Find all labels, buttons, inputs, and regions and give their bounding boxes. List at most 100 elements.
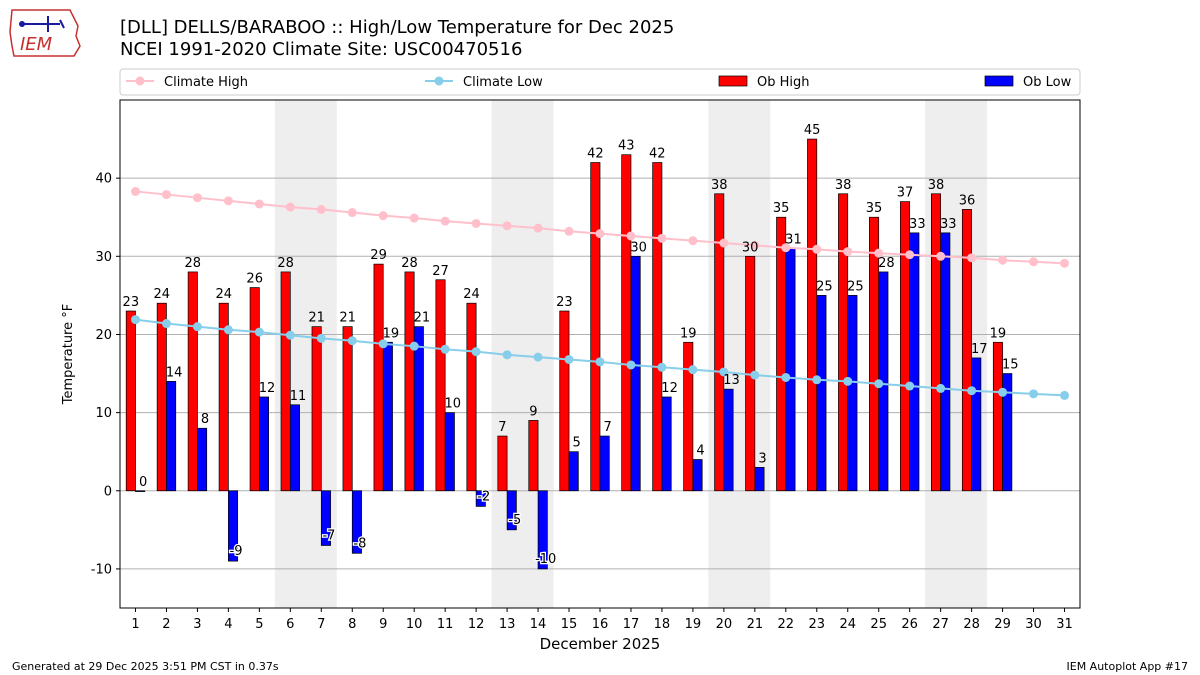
climate-high-point bbox=[161, 190, 171, 200]
ob-low-label: 21 bbox=[414, 311, 431, 326]
ob-high-label: 43 bbox=[618, 139, 635, 154]
ob-high-label: 30 bbox=[742, 240, 759, 255]
ob-low-bar bbox=[599, 435, 610, 492]
ob-high-bar bbox=[280, 271, 291, 492]
ob-high-bar bbox=[125, 310, 136, 492]
climate-low-point bbox=[781, 372, 791, 382]
climate-high-point bbox=[285, 202, 295, 212]
ob-low-label: 14 bbox=[166, 365, 183, 380]
legend-label: Ob Low bbox=[1023, 75, 1072, 90]
ob-low-bar bbox=[537, 490, 548, 570]
ob-high-bar bbox=[435, 279, 446, 492]
climate-low-point bbox=[1060, 390, 1070, 400]
ob-low-bar bbox=[351, 490, 362, 554]
climate-low-point bbox=[812, 375, 822, 385]
climate-low-point bbox=[626, 360, 636, 370]
ob-high-label: 27 bbox=[432, 264, 449, 279]
climate-low-point bbox=[719, 367, 729, 377]
ob-high-bar bbox=[404, 271, 415, 492]
climate-low-point bbox=[905, 381, 915, 391]
climate-high-point bbox=[471, 218, 481, 228]
ob-high-label: 45 bbox=[804, 123, 821, 138]
climate-high-point bbox=[626, 231, 636, 241]
ob-high-bar bbox=[621, 154, 632, 492]
ob-low-bar bbox=[723, 388, 734, 492]
x-tick-label: 16 bbox=[592, 617, 609, 632]
generated-note: Generated at 29 Dec 2025 3:51 PM CST in … bbox=[12, 660, 279, 673]
ob-high-bar bbox=[218, 302, 229, 492]
climate-low-point bbox=[223, 325, 233, 335]
ob-high-bar bbox=[373, 263, 384, 492]
x-tick-label: 4 bbox=[224, 617, 232, 632]
x-tick-label: 28 bbox=[963, 617, 980, 632]
ob-high-label: 35 bbox=[866, 201, 883, 216]
ob-high-bar bbox=[528, 420, 539, 492]
legend-item-ob-low: Ob Low bbox=[984, 75, 1072, 90]
ob-low-bar bbox=[785, 248, 796, 492]
climate-low-point bbox=[967, 386, 977, 396]
climate-high-point bbox=[781, 243, 791, 253]
ob-high-label: 21 bbox=[339, 311, 356, 326]
x-tick-label: 31 bbox=[1056, 617, 1073, 632]
x-tick-label: 26 bbox=[901, 617, 918, 632]
ob-low-label: 33 bbox=[909, 217, 926, 232]
ob-low-bar bbox=[228, 490, 239, 562]
climate-high-point bbox=[347, 208, 357, 218]
ob-low-label: -2 bbox=[477, 489, 490, 504]
ob-high-bar bbox=[683, 341, 694, 492]
legend-label: Climate High bbox=[164, 75, 248, 90]
x-tick-label: 8 bbox=[348, 617, 356, 632]
climate-high-point bbox=[502, 221, 512, 231]
ob-high-label: 42 bbox=[649, 147, 666, 162]
x-tick-label: 12 bbox=[468, 617, 485, 632]
climate-low-point bbox=[998, 387, 1008, 397]
climate-low-point bbox=[750, 370, 760, 380]
ob-low-bar bbox=[661, 396, 672, 492]
ob-low-bar bbox=[135, 490, 146, 492]
ob-low-bar bbox=[197, 427, 208, 492]
ob-high-bar bbox=[900, 201, 911, 492]
climate-high-point bbox=[316, 204, 326, 214]
svg-text:IEM: IEM bbox=[20, 34, 53, 55]
x-tick-label: 11 bbox=[437, 617, 454, 632]
ob-low-bar bbox=[166, 381, 177, 492]
climate-low-point bbox=[502, 350, 512, 360]
climate-high-point bbox=[440, 216, 450, 226]
climate-high-point bbox=[378, 211, 388, 221]
climate-low-point bbox=[378, 339, 388, 349]
x-tick-label: 9 bbox=[379, 617, 387, 632]
ob-low-label: 19 bbox=[383, 326, 400, 341]
ob-low-label: 5 bbox=[573, 436, 581, 451]
ob-high-bar bbox=[838, 193, 849, 492]
x-tick-label: 20 bbox=[716, 617, 733, 632]
climate-high-point bbox=[657, 233, 667, 243]
ob-low-label: 12 bbox=[661, 381, 678, 396]
climate-high-point bbox=[905, 250, 915, 260]
ob-low-label: 11 bbox=[290, 389, 307, 404]
x-axis-label: December 2025 bbox=[540, 635, 661, 653]
ob-low-bar bbox=[413, 326, 424, 492]
ob-low-label: 25 bbox=[847, 279, 864, 294]
ob-low-bar bbox=[630, 255, 641, 492]
y-axis-label: Temperature °F bbox=[61, 304, 76, 405]
x-tick-label: 3 bbox=[193, 617, 201, 632]
climate-low-point bbox=[688, 365, 698, 375]
climate-low-point bbox=[130, 315, 140, 325]
ob-low-label: 28 bbox=[878, 256, 895, 271]
x-tick-label: 22 bbox=[778, 617, 795, 632]
ob-high-label: 24 bbox=[463, 287, 480, 302]
ob-high-bar bbox=[961, 209, 972, 492]
ob-high-label: 42 bbox=[587, 147, 604, 162]
x-tick-label: 29 bbox=[994, 617, 1011, 632]
climate-low-point bbox=[595, 357, 605, 367]
climate-low-point bbox=[409, 341, 419, 351]
ob-low-label: -9 bbox=[230, 544, 243, 559]
ob-low-bar bbox=[909, 232, 920, 492]
climate-high-point bbox=[595, 229, 605, 239]
ob-high-bar bbox=[930, 193, 941, 492]
climate-high-point bbox=[533, 223, 543, 233]
chart-subtitle: NCEI 1991-2020 Climate Site: USC00470516 bbox=[120, 39, 523, 60]
ob-low-label: 12 bbox=[259, 381, 276, 396]
